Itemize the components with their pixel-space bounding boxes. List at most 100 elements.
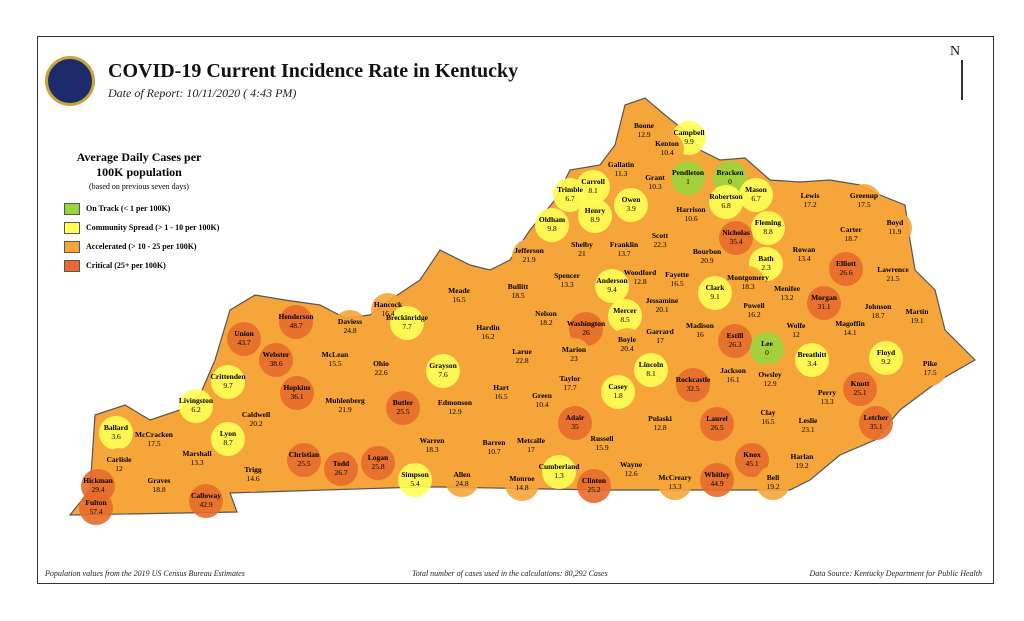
county-value: 16 <box>696 330 704 339</box>
county-name: Grant <box>645 173 665 182</box>
county-name: Menifee <box>774 284 800 293</box>
county-name: Lyon <box>220 429 237 438</box>
county-fill <box>505 340 539 374</box>
county-value: 17.5 <box>147 439 160 448</box>
county-fill <box>569 312 603 346</box>
county-name: Bullitt <box>508 282 529 291</box>
county-name: Perry <box>818 388 837 397</box>
county-fill <box>750 332 784 366</box>
county-name: Nelson <box>535 309 557 318</box>
county-value: 10.4 <box>535 400 548 409</box>
county-fill <box>328 389 362 423</box>
legend-swatch <box>64 240 80 253</box>
county-fill <box>690 240 724 274</box>
county-value: 25.2 <box>587 485 600 494</box>
county-fill <box>731 266 765 300</box>
county-name: Fayette <box>665 270 689 279</box>
county-name: Caldwell <box>242 410 270 419</box>
county-name: Gallatin <box>608 160 635 169</box>
county-value: 21.5 <box>886 274 899 283</box>
county-name: Lincoln <box>639 360 664 369</box>
county-value: 3.9 <box>626 204 636 213</box>
legend-item: On Track (< 1 per 100K) <box>64 199 284 218</box>
county-fill <box>484 376 518 410</box>
county-value: 16.1 <box>726 375 739 384</box>
county-name: Clinton <box>582 476 607 485</box>
county-value: 0 <box>765 348 769 357</box>
county-value: 23 <box>570 354 578 363</box>
county-value: 12.6 <box>624 469 637 478</box>
county-name: Lee <box>761 339 773 348</box>
legend-swatch <box>64 259 80 272</box>
county-name: Clark <box>706 283 726 292</box>
county-name: Metcalfe <box>517 436 546 445</box>
county-fill <box>364 352 398 386</box>
county-name: Breathitt <box>797 350 827 359</box>
county-name: Simpson <box>401 470 429 479</box>
county-value: 14.1 <box>843 328 856 337</box>
county-name: Russell <box>591 434 614 443</box>
state-seal <box>45 56 95 106</box>
county-fill <box>614 453 648 487</box>
county-name: Estill <box>727 331 744 340</box>
county-value: 1.3 <box>554 471 564 480</box>
legend: Average Daily Cases per 100K population … <box>64 150 284 275</box>
county-value: 20.2 <box>249 419 262 428</box>
county-value: 13.3 <box>560 280 573 289</box>
county-name: Adair <box>566 413 585 422</box>
county-fill <box>550 264 584 298</box>
county-name: Boone <box>634 121 655 130</box>
county-name: Washington <box>567 319 606 328</box>
county-fill <box>553 178 587 212</box>
county-value: 19.2 <box>766 482 779 491</box>
county-value: 25.5 <box>297 459 310 468</box>
county-name: Meade <box>448 286 470 295</box>
county-name: Letcher <box>864 413 890 422</box>
county-fill <box>211 422 245 456</box>
county-fill <box>859 406 893 440</box>
county-fill <box>608 299 642 333</box>
county-value: 25.8 <box>371 462 384 471</box>
county-name: Rockcastle <box>676 375 711 384</box>
footer-right: Data Source: Kentucky Department for Pub… <box>809 569 982 578</box>
county-name: Logan <box>368 453 389 462</box>
legend-item: Accelerated (> 10 - 25 per 100K) <box>64 237 284 256</box>
county-name: Taylor <box>560 374 582 383</box>
county-fill <box>716 359 750 393</box>
county-value: 21.9 <box>522 255 535 264</box>
county-name: Crittenden <box>211 372 247 381</box>
legend-items: On Track (< 1 per 100K) Community Spread … <box>64 199 284 275</box>
county-value: 9.4 <box>607 285 617 294</box>
county-fill <box>239 403 273 437</box>
county-name: Knott <box>851 379 870 388</box>
county-fill <box>834 218 868 252</box>
county-fill <box>671 161 705 195</box>
county-fill <box>529 302 563 336</box>
county-value: 21.9 <box>338 405 351 414</box>
county-value: 5.4 <box>410 479 420 488</box>
county-fill <box>512 239 546 273</box>
county-name: Bell <box>767 473 780 482</box>
county-fill <box>445 463 479 497</box>
county-value: 57.4 <box>89 507 102 516</box>
county-value: 7.7 <box>402 322 412 331</box>
county-value: 35.4 <box>729 237 742 246</box>
county-fill <box>643 320 677 354</box>
county-name: Boyle <box>618 335 637 344</box>
county-fill <box>785 445 819 479</box>
county-value: 22.8 <box>515 356 528 365</box>
county-value: 9.7 <box>223 381 233 390</box>
county-value: 26.7 <box>334 468 347 477</box>
county-value: 26.6 <box>839 268 852 277</box>
county-name: Mercer <box>613 306 637 315</box>
county-value: 32.5 <box>686 384 699 393</box>
county-value: 3.6 <box>111 432 121 441</box>
county-name: Greenup <box>850 191 878 200</box>
legend-note: (based on previous seven days) <box>89 182 189 191</box>
county-fill <box>279 305 313 339</box>
county-name: Monroe <box>509 474 535 483</box>
county-value: 13.2 <box>780 293 793 302</box>
county-name: Edmonson <box>438 398 473 407</box>
county-value: 16.2 <box>747 310 760 319</box>
